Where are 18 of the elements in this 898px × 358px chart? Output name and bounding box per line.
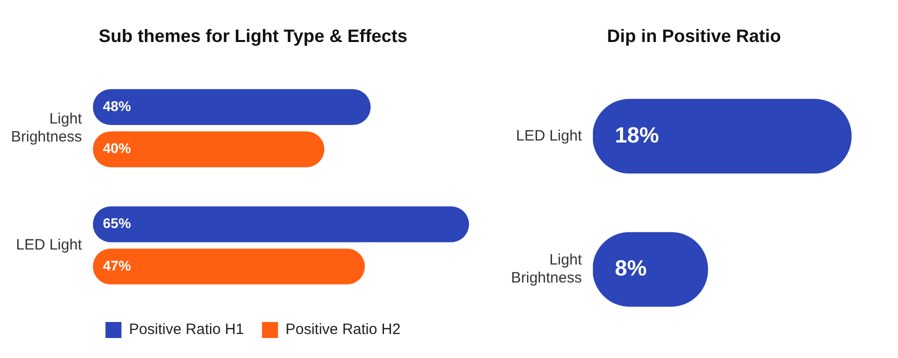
y-tick-label: LED Light <box>516 127 583 144</box>
data-label: 47% <box>102 257 132 274</box>
y-tick-label: Light Brightness <box>510 252 583 287</box>
data-label: 8% <box>614 255 647 280</box>
bar <box>92 248 365 284</box>
data-label: 65% <box>102 215 132 232</box>
bar <box>92 206 470 242</box>
bar <box>92 131 324 168</box>
chart-title: Dip in Positive Ratio <box>606 26 782 46</box>
legend-label: Positive Ratio H2 <box>286 321 401 338</box>
data-label: 18% <box>614 122 659 148</box>
y-tick-label: Light Brightness <box>10 110 83 146</box>
y-tick-label: LED Light <box>16 236 83 254</box>
data-label: 40% <box>102 140 132 156</box>
data-label: 48% <box>102 98 132 114</box>
chart-title: Sub themes for Light Type & Effects <box>98 26 408 46</box>
legend-label: Positive Ratio H1 <box>128 321 244 338</box>
bar <box>92 89 371 126</box>
